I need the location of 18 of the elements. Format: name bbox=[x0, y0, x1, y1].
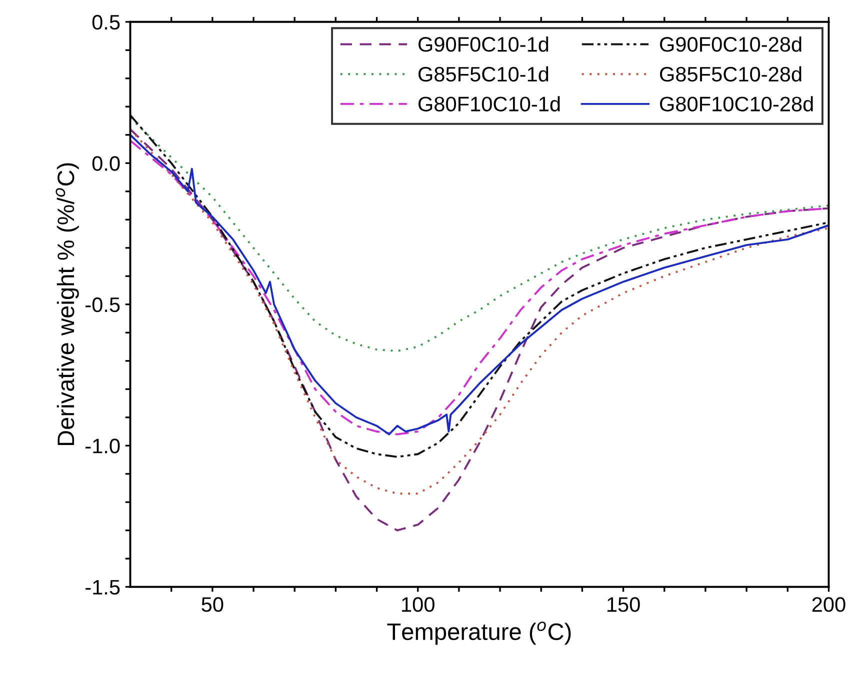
legend-label: G90F0C10-28d bbox=[660, 36, 802, 52]
legend-label: G80F10C10-28d bbox=[660, 96, 813, 112]
legend-label: G80F10C10-1d bbox=[418, 96, 560, 112]
x-axis-title: Temperature ($^{o}$C) bbox=[387, 622, 571, 645]
legend-label: G85F5C10-28d bbox=[660, 66, 802, 82]
x-tick-label: 200 bbox=[812, 597, 846, 612]
line-series bbox=[130, 116, 829, 352]
legend-label: G85F5C10-1d bbox=[418, 66, 548, 82]
x-tick-label: 50 bbox=[202, 597, 224, 612]
x-tick-label: 150 bbox=[608, 597, 640, 612]
y-tick-label: -0.5 bbox=[86, 297, 120, 312]
y-axis-title: Derivative weight % (%/$^{o}$C) bbox=[56, 163, 79, 446]
y-tick-label: -1.0 bbox=[86, 438, 120, 454]
y-tick-label: -1.5 bbox=[86, 580, 120, 595]
y-tick-label: 0.5 bbox=[92, 14, 120, 30]
x-tick-label: 100 bbox=[402, 597, 434, 612]
legend-label: G90F0C10-1d bbox=[418, 36, 548, 52]
y-tick-label: 0.0 bbox=[92, 156, 120, 171]
